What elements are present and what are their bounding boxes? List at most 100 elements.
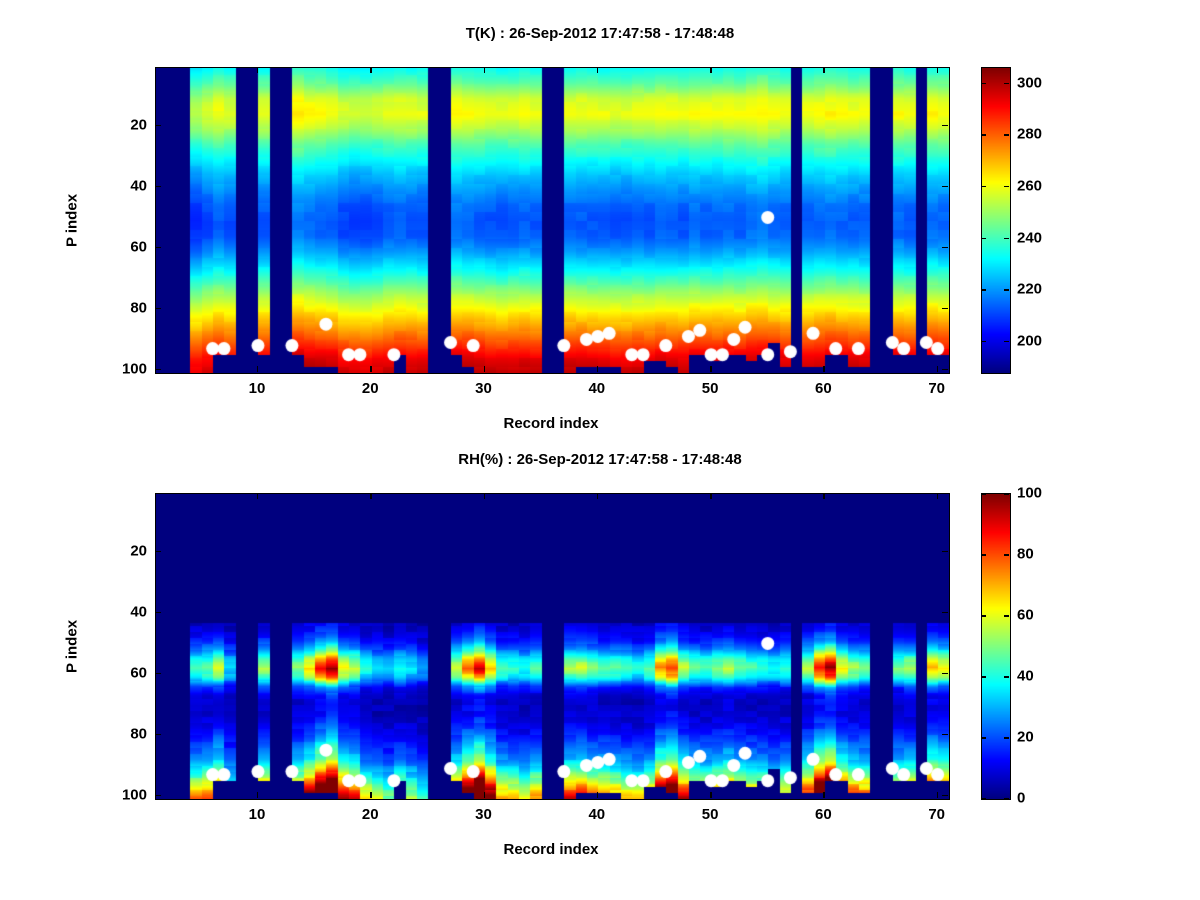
colorbar-tick-label: 60 <box>1017 606 1034 624</box>
y-axis-label-humidity: P index <box>63 619 81 674</box>
temperature-heatmap-canvas[interactable] <box>156 68 949 373</box>
temperature-heatmap-axes[interactable] <box>155 67 950 374</box>
colorbar-tickmark-right <box>1004 82 1009 84</box>
y-tickmark-right <box>942 368 948 371</box>
colorbar-tickmark-right <box>1004 737 1009 739</box>
humidity-colorbar-gradient <box>982 494 1010 799</box>
y-tickmark <box>155 124 161 127</box>
x-tickmark-top <box>483 67 486 73</box>
colorbar-tickmark-left <box>981 237 986 240</box>
x-axis-label-temperature: Record index <box>503 415 599 432</box>
x-tick-label: 70 <box>928 806 945 823</box>
colorbar-tickmark-left <box>981 676 986 678</box>
humidity-heatmap-axes[interactable] <box>155 493 950 800</box>
colorbar-tickmark-right <box>1004 237 1009 240</box>
panel-title-temperature: T(K) : 26-Sep-2012 17:47:58 - 17:48:48 <box>465 25 735 42</box>
colorbar-tickmark-left <box>981 185 986 188</box>
colorbar-tickmark-right <box>1004 493 1009 495</box>
x-tickmark <box>936 792 939 798</box>
y-tickmark <box>155 733 161 736</box>
colorbar-tickmark-left <box>981 82 986 84</box>
y-tickmark <box>155 185 161 188</box>
x-tickmark <box>370 792 372 798</box>
x-tickmark <box>483 792 486 798</box>
y-tickmark-right <box>942 307 948 310</box>
colorbar-tickmark-left <box>981 554 986 556</box>
y-tickmark-right <box>942 124 948 127</box>
x-tickmark <box>596 366 599 372</box>
y-tickmark-right <box>942 246 948 249</box>
x-tickmark-top <box>370 67 372 73</box>
x-tick-label: 40 <box>588 380 606 397</box>
x-tick-label: 70 <box>928 380 945 397</box>
colorbar-tickmark-left <box>981 737 986 739</box>
x-tickmark <box>370 366 372 372</box>
colorbar-tickmark-right <box>1004 134 1009 136</box>
x-tickmark-top <box>256 493 259 499</box>
colorbar-tickmark-right <box>1004 554 1009 556</box>
x-tickmark-top <box>596 493 599 499</box>
colorbar-tick-label: 20 <box>1017 728 1034 746</box>
x-tickmark-top <box>823 493 825 499</box>
x-tick-label: 50 <box>701 380 719 397</box>
x-tickmark <box>823 366 825 372</box>
x-tick-label: 60 <box>815 806 832 823</box>
humidity-heatmap-canvas[interactable] <box>156 494 949 799</box>
x-tickmark <box>483 366 486 372</box>
y-tick-label: 100 <box>121 786 147 804</box>
y-tickmark <box>155 368 161 371</box>
colorbar-tickmark-right <box>1004 615 1009 617</box>
x-tick-label: 30 <box>475 806 492 823</box>
y-tickmark-right <box>942 611 948 614</box>
colorbar-tick-label: 200 <box>1017 332 1043 350</box>
colorbar-tick-label: 0 <box>1017 789 1026 807</box>
colorbar-tickmark-right <box>1004 340 1009 343</box>
temperature-colorbar[interactable] <box>981 67 1011 374</box>
x-tick-label: 50 <box>701 806 719 823</box>
temperature-colorbar-gradient <box>982 68 1010 373</box>
x-tickmark <box>710 792 712 798</box>
x-tickmark-top <box>823 67 825 73</box>
y-tickmark <box>155 672 161 675</box>
colorbar-tickmark-left <box>981 134 986 136</box>
y-tick-label: 100 <box>121 360 147 378</box>
colorbar-tickmark-right <box>1004 185 1009 188</box>
y-tick-label: 20 <box>130 542 147 560</box>
y-tickmark <box>155 307 161 310</box>
x-tickmark-top <box>370 493 372 499</box>
x-tickmark-top <box>936 493 939 499</box>
x-tickmark-top <box>936 67 939 73</box>
x-tick-label: 20 <box>361 806 379 823</box>
colorbar-tick-label: 280 <box>1017 125 1043 143</box>
colorbar-tick-label: 40 <box>1017 667 1034 685</box>
y-tick-label: 40 <box>130 177 147 195</box>
x-tickmark-top <box>710 493 712 499</box>
x-tickmark-top <box>483 493 486 499</box>
x-tickmark <box>936 366 939 372</box>
y-tickmark-right <box>942 672 948 675</box>
x-tickmark-top <box>710 67 712 73</box>
y-tickmark-right <box>942 794 948 797</box>
colorbar-tickmark-right <box>1004 289 1009 291</box>
colorbar-tickmark-left <box>981 289 986 291</box>
y-tick-label: 20 <box>130 116 147 134</box>
x-tickmark <box>256 366 259 372</box>
colorbar-tickmark-left <box>981 493 986 495</box>
y-tickmark <box>155 794 161 797</box>
colorbar-tickmark-left <box>981 798 986 800</box>
x-tickmark <box>596 792 599 798</box>
y-tickmark <box>155 611 161 614</box>
humidity-colorbar[interactable] <box>981 493 1011 800</box>
y-tickmark-right <box>942 550 948 553</box>
colorbar-tickmark-right <box>1004 798 1009 800</box>
panel-title-humidity: RH(%) : 26-Sep-2012 17:47:58 - 17:48:48 <box>458 451 742 468</box>
x-tick-label: 30 <box>475 380 492 397</box>
colorbar-tickmark-right <box>1004 676 1009 678</box>
colorbar-tick-label: 300 <box>1017 74 1043 91</box>
x-tick-label: 40 <box>588 806 606 823</box>
y-tick-label: 80 <box>130 299 147 317</box>
y-tick-label: 80 <box>130 725 147 743</box>
x-tickmark-top <box>596 67 599 73</box>
x-axis-label-humidity: Record index <box>503 841 599 858</box>
x-tick-label: 20 <box>361 380 379 397</box>
